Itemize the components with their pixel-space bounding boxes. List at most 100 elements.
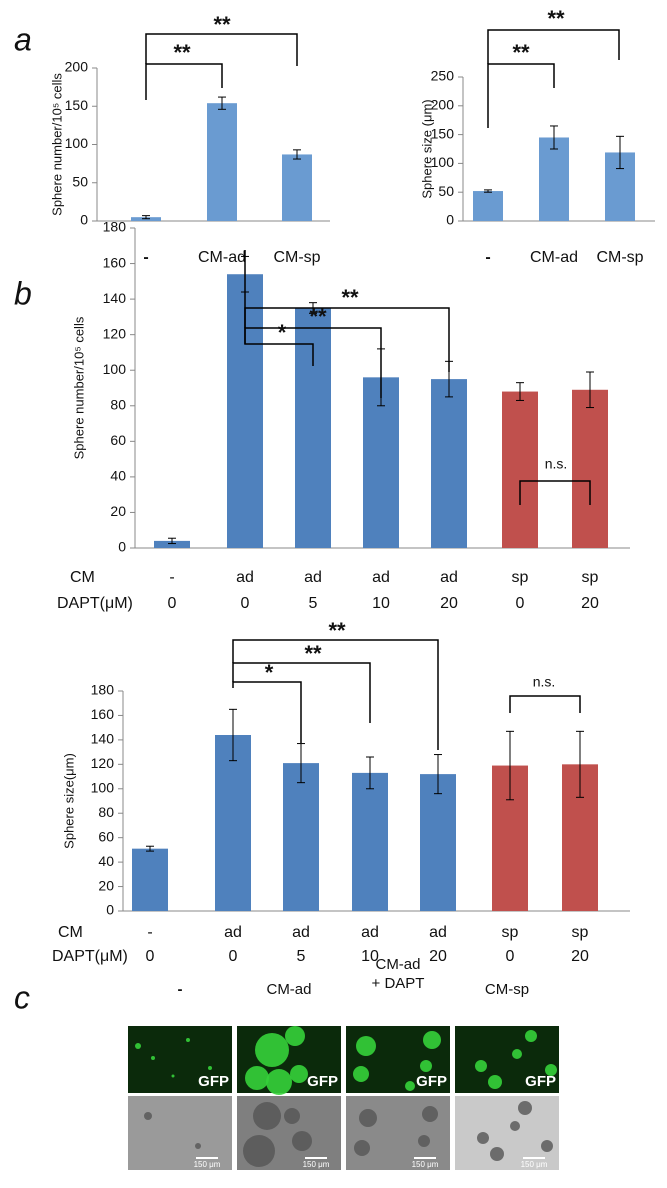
gfp-sphere xyxy=(290,1065,308,1083)
phase-sphere xyxy=(490,1147,504,1161)
phase-sphere xyxy=(359,1109,377,1127)
x-tick-label: - xyxy=(485,249,490,266)
error-bar xyxy=(146,845,154,852)
x-tick-label: sp xyxy=(572,924,589,941)
x-tick-label: 0 xyxy=(146,948,155,965)
x-tick-label: 0 xyxy=(516,595,525,612)
error-bar xyxy=(297,743,305,784)
row-label: DAPT(μM) xyxy=(57,595,133,612)
significance-label: n.s. xyxy=(545,456,568,472)
y-tick-label: 150 xyxy=(65,97,89,113)
error-bar xyxy=(484,189,492,193)
bar xyxy=(539,137,569,221)
phase-sphere xyxy=(422,1106,438,1122)
x-tick-label: 20 xyxy=(429,948,447,965)
x-tick-label: 0 xyxy=(241,595,250,612)
y-tick-label: 180 xyxy=(103,219,127,235)
phase-sphere xyxy=(418,1135,430,1147)
gfp-sphere xyxy=(545,1064,557,1076)
x-tick-label: - xyxy=(169,569,174,586)
channel-label: GFP xyxy=(307,1073,338,1090)
y-tick-label: 20 xyxy=(98,877,114,893)
significance-label: ** xyxy=(304,641,322,666)
gfp-image xyxy=(128,1026,232,1093)
y-axis-label: Sphere size (μm) xyxy=(419,99,434,198)
error-bar xyxy=(516,382,524,401)
error-bar xyxy=(218,96,226,110)
phase-sphere xyxy=(243,1135,275,1167)
phase-sphere xyxy=(477,1132,489,1144)
gfp-sphere xyxy=(255,1033,289,1067)
gfp-sphere xyxy=(171,1074,175,1078)
y-axis-label: Sphere number/10⁵ cells xyxy=(49,73,64,216)
significance-label: * xyxy=(265,660,274,685)
error-bar xyxy=(293,149,301,160)
significance-label: ** xyxy=(213,12,231,37)
x-tick-label: ad xyxy=(292,924,310,941)
significance-label: ** xyxy=(328,618,346,643)
y-tick-label: 120 xyxy=(91,755,115,771)
y-tick-label: 100 xyxy=(103,361,127,377)
significance-label: ** xyxy=(309,304,327,329)
y-tick-label: 120 xyxy=(103,325,127,341)
x-tick-label: ad xyxy=(372,569,390,586)
x-tick-label: ad xyxy=(361,924,379,941)
y-tick-label: 160 xyxy=(103,254,127,270)
y-tick-label: 200 xyxy=(431,97,455,113)
x-tick-label: 0 xyxy=(229,948,238,965)
error-bar xyxy=(168,537,176,545)
error-bar xyxy=(229,708,237,762)
condition-label: CM-sp xyxy=(485,981,529,998)
y-tick-label: 50 xyxy=(72,173,88,189)
y-tick-label: 180 xyxy=(91,682,115,698)
significance-bracket xyxy=(145,33,298,66)
bar xyxy=(154,540,190,548)
x-tick-label: CM-sp xyxy=(596,249,643,266)
bar xyxy=(431,379,467,548)
x-tick-label: ad xyxy=(304,569,322,586)
phase-sphere xyxy=(518,1101,532,1115)
bar xyxy=(473,191,503,221)
y-axis-label: Sphere number/10⁵ cells xyxy=(71,316,86,459)
y-tick-label: 40 xyxy=(98,853,114,869)
condition-label: CM-ad xyxy=(266,981,311,998)
gfp-sphere xyxy=(353,1066,369,1082)
gfp-sphere xyxy=(285,1026,305,1046)
error-bar xyxy=(550,125,558,150)
bar xyxy=(420,774,456,911)
significance-bracket xyxy=(244,307,450,372)
y-tick-label: 0 xyxy=(106,902,114,918)
gfp-sphere xyxy=(151,1056,155,1060)
bar xyxy=(215,735,251,911)
row-label: DAPT(μM) xyxy=(52,948,128,965)
error-bar xyxy=(616,135,624,170)
y-tick-label: 140 xyxy=(103,290,127,306)
x-tick-label: ad xyxy=(429,924,447,941)
gfp-sphere xyxy=(186,1038,190,1042)
gfp-sphere xyxy=(135,1043,141,1049)
scale-bar-label: 150 μm xyxy=(194,1160,221,1169)
phase-sphere xyxy=(253,1102,281,1130)
scale-bar-label: 150 μm xyxy=(521,1160,548,1169)
significance-label: * xyxy=(278,320,287,345)
y-tick-label: 0 xyxy=(446,212,454,228)
gfp-sphere xyxy=(525,1030,537,1042)
gfp-sphere xyxy=(475,1060,487,1072)
scale-bar-label: 150 μm xyxy=(303,1160,330,1169)
gfp-sphere xyxy=(405,1081,415,1091)
bar xyxy=(132,848,168,911)
gfp-image xyxy=(455,1026,559,1093)
bar xyxy=(572,389,608,548)
significance-label: n.s. xyxy=(533,674,556,690)
bar xyxy=(352,772,388,911)
phase-sphere xyxy=(510,1121,520,1131)
channel-label: GFP xyxy=(198,1073,229,1090)
x-tick-label: 20 xyxy=(571,948,589,965)
x-tick-label: 20 xyxy=(581,595,599,612)
significance-label: ** xyxy=(512,40,530,65)
phase-sphere xyxy=(541,1140,553,1152)
gfp-sphere xyxy=(356,1036,376,1056)
significance-bracket xyxy=(509,695,581,713)
y-tick-label: 80 xyxy=(110,396,126,412)
